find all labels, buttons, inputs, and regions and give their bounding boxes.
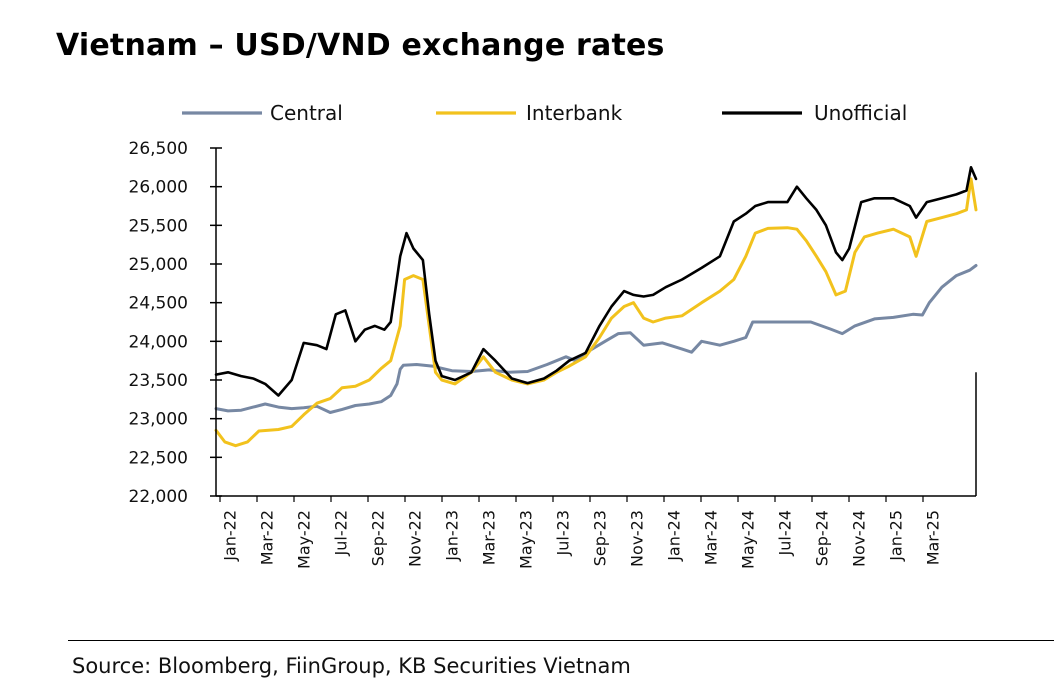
y-tick-label: 23,500 (129, 371, 188, 391)
x-tick-label: Mar-23 (480, 510, 499, 565)
series-line-interbank (214, 177, 978, 448)
x-tick-label: Jul-23 (554, 510, 573, 556)
x-tick-label: Jan-22 (221, 510, 240, 562)
source-divider (68, 640, 1054, 641)
y-tick-label: 22,500 (129, 448, 188, 468)
x-tick-label: Mar-22 (258, 510, 277, 565)
y-tick-label: 24,000 (129, 332, 188, 352)
y-tick-label: 25,500 (129, 216, 188, 236)
x-tick-label: Nov-24 (850, 510, 869, 567)
x-tick-label: Jul-22 (332, 510, 351, 556)
legend-label-interbank: Interbank (526, 101, 623, 125)
y-tick-label: 24,500 (129, 294, 188, 314)
x-tick-label: Jul-24 (776, 510, 795, 556)
x-tick-label: Mar-24 (702, 510, 721, 565)
x-tick-label: Jan-23 (443, 510, 462, 562)
x-tick-label: Sep-24 (813, 510, 832, 566)
y-tick-label: 26,000 (129, 178, 188, 198)
x-tick-label: Jan-25 (887, 510, 906, 562)
y-tick-label: 22,000 (129, 487, 188, 507)
series-line-central (214, 264, 978, 414)
x-tick-label: Mar-25 (924, 510, 943, 565)
x-tick-label: Sep-22 (369, 510, 388, 566)
legend-label-central: Central (270, 101, 343, 125)
x-tick-label: May-23 (517, 510, 536, 569)
legend-label-unofficial: Unofficial (814, 101, 907, 125)
x-tick-label: May-24 (739, 510, 758, 569)
legend: Central Interbank Unofficial (182, 101, 907, 125)
chart-title: Vietnam – USD/VND exchange rates (56, 28, 665, 63)
y-tick-label: 25,000 (129, 255, 188, 275)
y-tick-label: 26,500 (129, 139, 188, 159)
source-note: Source: Bloomberg, FiinGroup, KB Securit… (72, 654, 631, 678)
x-tick-label: Jan-24 (665, 510, 684, 562)
x-tick-label: Nov-22 (406, 510, 425, 567)
series-layer (214, 166, 978, 448)
x-tick-label: Sep-23 (591, 510, 610, 566)
y-tick-label: 23,000 (129, 410, 188, 430)
x-tick-label: May-22 (295, 510, 314, 569)
series-line-unofficial (214, 166, 978, 397)
axes: 22,000 22,500 23,000 23,500 24,000 24,500 25,0… (129, 139, 977, 569)
x-tick-label: Nov-23 (628, 510, 647, 567)
